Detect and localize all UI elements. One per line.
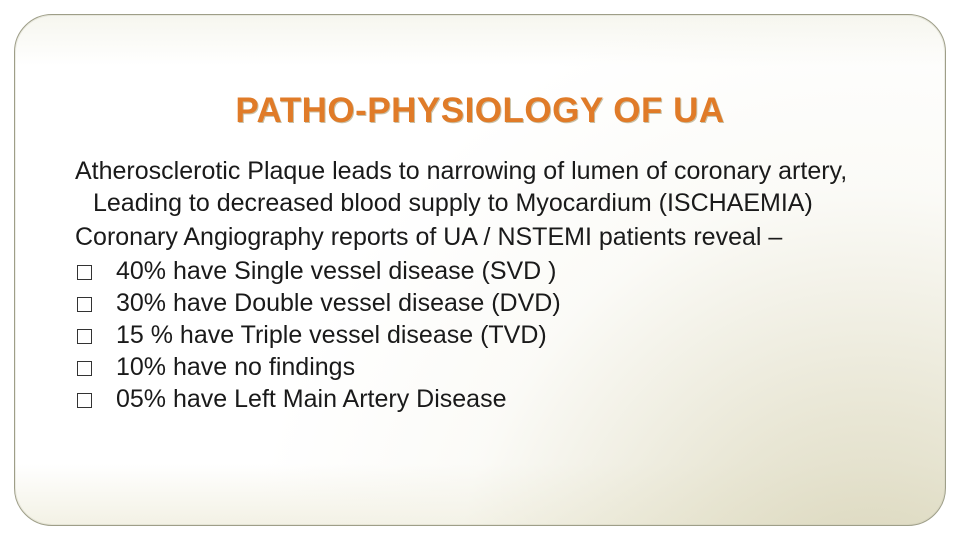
list-item-label: 10% have no findings — [116, 351, 885, 383]
checkbox-empty-icon — [77, 265, 92, 280]
body-paragraph-1: Atherosclerotic Plaque leads to narrowin… — [75, 155, 885, 219]
list-item: 05% have Left Main Artery Disease — [75, 383, 885, 415]
list-item: 30% have Double vessel disease (DVD) — [75, 287, 885, 319]
body-paragraph-2: Coronary Angiography reports of UA / NST… — [75, 221, 885, 253]
slide-frame: PATHO-PHYSIOLOGY OF UA Atherosclerotic P… — [14, 14, 946, 526]
bullet-list: 40% have Single vessel disease (SVD ) 30… — [75, 255, 885, 415]
slide-body: Atherosclerotic Plaque leads to narrowin… — [75, 155, 885, 415]
slide-title: PATHO-PHYSIOLOGY OF UA — [15, 91, 945, 131]
list-item-label: 30% have Double vessel disease (DVD) — [116, 287, 885, 319]
slide: PATHO-PHYSIOLOGY OF UA Atherosclerotic P… — [0, 0, 960, 540]
list-item: 40% have Single vessel disease (SVD ) — [75, 255, 885, 287]
list-item: 15 % have Triple vessel disease (TVD) — [75, 319, 885, 351]
list-item-label: 05% have Left Main Artery Disease — [116, 383, 885, 415]
list-item: 10% have no findings — [75, 351, 885, 383]
checkbox-empty-icon — [77, 361, 92, 376]
checkbox-empty-icon — [77, 329, 92, 344]
checkbox-empty-icon — [77, 393, 92, 408]
list-item-label: 40% have Single vessel disease (SVD ) — [116, 255, 885, 287]
list-item-label: 15 % have Triple vessel disease (TVD) — [116, 319, 885, 351]
checkbox-empty-icon — [77, 297, 92, 312]
